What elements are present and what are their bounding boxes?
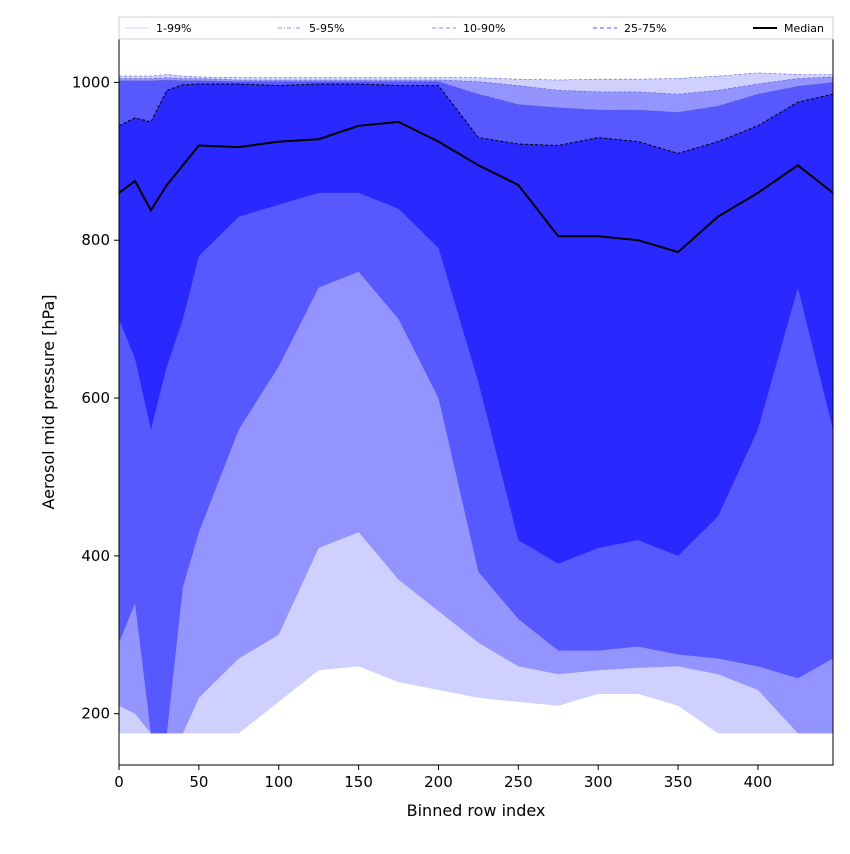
legend-label: Median <box>784 22 824 35</box>
band-edge-25-75% <box>118 83 834 154</box>
x-tick-label: 100 <box>264 773 293 791</box>
band-edge-10-90% <box>119 79 834 113</box>
y-tick-label: 200 <box>81 705 110 723</box>
y-tick-label: 1000 <box>72 73 110 91</box>
legend-label: 25-75% <box>624 22 666 35</box>
band-edge-5-95% <box>119 76 834 95</box>
series-lines <box>118 120 834 254</box>
percentile-bands <box>118 72 834 734</box>
series-line-median <box>118 120 834 254</box>
y-tick-label: 400 <box>81 547 110 565</box>
band-edge-1-99% <box>119 72 833 81</box>
legend-box <box>118 16 834 40</box>
x-tick-label: 300 <box>584 773 613 791</box>
legend-label: 1-99% <box>156 22 191 35</box>
y-tick-label: 600 <box>81 389 110 407</box>
x-axis-ticks: 0 50 100 150 200 250 300 350 400 <box>114 765 772 791</box>
band-25-75% <box>119 84 833 564</box>
x-tick-label: 350 <box>664 773 693 791</box>
x-tick-label: 150 <box>344 773 373 791</box>
x-tick-label: 250 <box>504 773 533 791</box>
x-tick-label: 200 <box>424 773 453 791</box>
x-tick-label: 0 <box>114 773 124 791</box>
legend: 1-99% 5-95% 10-90% 25-75% Median <box>118 16 834 40</box>
legend-label: 5-95% <box>309 22 344 35</box>
y-axis-label: Aerosol mid pressure [hPa] <box>39 294 58 509</box>
x-axis-label: Binned row index <box>407 801 546 820</box>
y-tick-label: 800 <box>81 231 110 249</box>
legend-label: 10-90% <box>463 22 505 35</box>
x-tick-label: 50 <box>189 773 208 791</box>
y-axis-ticks: 200 400 600 800 1000 <box>72 73 119 723</box>
x-tick-label: 400 <box>744 773 773 791</box>
